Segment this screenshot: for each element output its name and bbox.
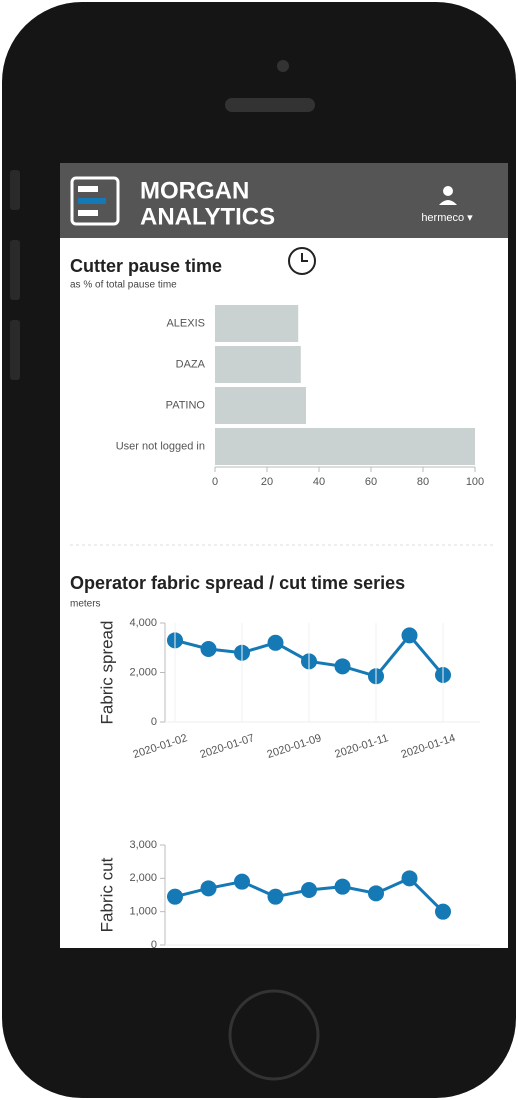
user-icon[interactable] xyxy=(439,200,457,205)
chart-subtitle: meters xyxy=(70,599,101,610)
y-tick-label: 2,000 xyxy=(129,872,157,884)
bar xyxy=(215,387,306,424)
x-tick-label: 40 xyxy=(313,476,325,488)
point xyxy=(167,888,183,905)
point xyxy=(267,634,284,651)
chart-subtitle: as % of total pause time xyxy=(70,280,177,291)
y-axis-label: Fabric cut xyxy=(97,857,116,932)
category-label: PATINO xyxy=(166,399,206,411)
x-tick-label: 100 xyxy=(466,476,484,488)
y-tick-label: 4,000 xyxy=(129,617,157,629)
x-tick-label: 80 xyxy=(417,476,429,488)
y-tick-label: 3,000 xyxy=(129,839,157,851)
clock-icon xyxy=(301,253,308,262)
camera xyxy=(277,60,289,72)
user-menu[interactable]: hermeco ▾ xyxy=(421,212,473,224)
speaker xyxy=(225,98,315,112)
y-tick-label: 0 xyxy=(151,939,157,951)
point xyxy=(267,888,284,905)
side-button xyxy=(10,240,20,300)
brand: ANALYTICS xyxy=(140,203,275,230)
app-header xyxy=(60,163,508,238)
point xyxy=(301,882,317,898)
chart-title: Cutter pause time xyxy=(70,256,222,276)
x-tick-label: 0 xyxy=(212,476,218,488)
point xyxy=(334,878,351,895)
clock-icon xyxy=(288,247,316,275)
logo xyxy=(70,176,120,226)
screen xyxy=(60,163,508,948)
logo-bar xyxy=(78,198,106,204)
point xyxy=(234,873,250,890)
y-tick-label: 2,000 xyxy=(129,666,157,678)
point xyxy=(200,880,217,897)
point xyxy=(401,870,418,887)
y-tick-label: 1,000 xyxy=(129,906,157,918)
brand: MORGAN xyxy=(140,177,249,204)
chart-title: Operator fabric spread / cut time series xyxy=(70,573,405,593)
x-tick-label: 60 xyxy=(365,476,377,488)
bar xyxy=(215,428,475,465)
point xyxy=(435,903,451,920)
bar xyxy=(215,346,301,383)
logo-bar xyxy=(78,186,98,192)
category-label: DAZA xyxy=(176,358,206,370)
category-label: User not logged in xyxy=(116,440,205,452)
x-tick-label: 20 xyxy=(261,476,273,488)
user-icon[interactable] xyxy=(443,186,453,196)
point xyxy=(368,885,384,902)
side-button xyxy=(10,320,20,380)
bar xyxy=(215,305,299,342)
logo-bar xyxy=(78,210,98,216)
home-button[interactable] xyxy=(228,989,320,1081)
y-tick-label: 0 xyxy=(151,716,157,728)
category-label: ALEXIS xyxy=(166,317,205,329)
point xyxy=(401,627,418,644)
point xyxy=(334,658,351,675)
side-button xyxy=(10,170,20,210)
point xyxy=(200,640,217,657)
y-axis-label: Fabric spread xyxy=(97,621,116,725)
